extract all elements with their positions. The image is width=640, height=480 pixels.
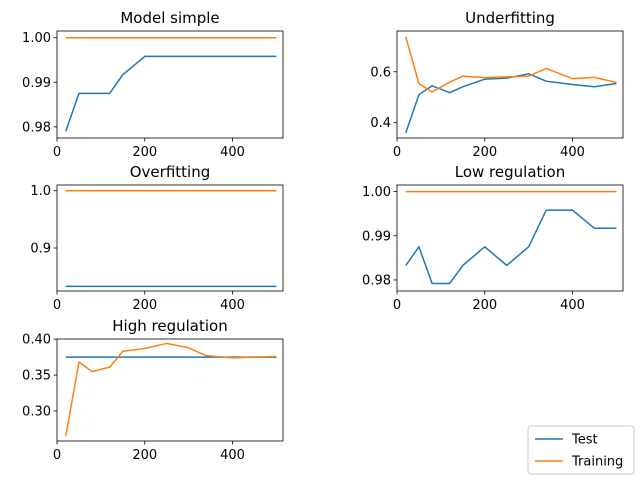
axes-frame-high-regulation xyxy=(56,338,284,442)
x-tick-label: 0 xyxy=(393,298,401,313)
series-line-test-underfitting xyxy=(405,73,617,134)
legend-label-training: Training xyxy=(571,455,623,470)
x-tick-label: 200 xyxy=(472,298,497,313)
y-tick-label: 1.00 xyxy=(362,185,391,200)
x-tick-label: 0 xyxy=(53,448,61,463)
y-tick-label: 0.9 xyxy=(30,242,51,257)
subplot-title-underfitting: Underfitting xyxy=(465,9,555,27)
series-line-training-high-regulation xyxy=(65,342,277,437)
x-tick-label: 400 xyxy=(560,298,585,313)
subplot-high-regulation: High regulation 0 200 400 0.30 0.35 0.40 xyxy=(22,317,284,463)
x-tick-label: 200 xyxy=(132,145,157,160)
y-tick-label: 0.35 xyxy=(22,369,51,384)
x-tick-label: 400 xyxy=(220,298,245,313)
subplot-title-overfitting: Overfitting xyxy=(130,163,211,181)
subplot-overfitting: Overfitting 0 200 400 0.9 1.0 xyxy=(30,163,284,313)
subplot-low-regulation: Low regulation 0 200 400 0.98 0.99 1.00 xyxy=(362,163,624,313)
x-tick-label: 400 xyxy=(220,145,245,160)
x-tick-label: 200 xyxy=(132,298,157,313)
y-tick-label: 0.6 xyxy=(370,65,391,80)
legend-label-test: Test xyxy=(571,433,598,448)
series-line-test-low-regulation xyxy=(405,209,617,285)
legend-frame xyxy=(527,425,635,475)
subplot-underfitting: Underfitting 0 200 400 0.4 0.6 xyxy=(370,9,624,160)
y-tick-label: 0.4 xyxy=(370,116,391,131)
y-tick-label: 1.0 xyxy=(30,184,51,199)
subplot-title-low-regulation: Low regulation xyxy=(455,163,566,181)
x-tick-label: 200 xyxy=(472,145,497,160)
x-tick-label: 200 xyxy=(132,448,157,463)
y-tick-label: 0.98 xyxy=(362,273,391,288)
x-tick-label: 0 xyxy=(393,145,401,160)
y-tick-label: 0.98 xyxy=(22,120,51,135)
subplot-title-high-regulation: High regulation xyxy=(112,317,227,335)
axes-frame-underfitting xyxy=(396,30,624,139)
axes-frame-low-regulation xyxy=(396,184,624,292)
legend: Test Training xyxy=(527,425,635,475)
y-tick-label: 0.99 xyxy=(362,229,391,244)
y-tick-label: 1.00 xyxy=(22,31,51,46)
subplot-title-model-simple: Model simple xyxy=(120,9,219,27)
y-tick-label: 0.99 xyxy=(22,76,51,91)
y-tick-label: 0.30 xyxy=(22,404,51,419)
series-line-training-underfitting xyxy=(405,36,617,93)
series-line-test-model-simple xyxy=(65,55,277,132)
x-tick-label: 0 xyxy=(53,145,61,160)
subplot-model-simple: Model simple 0 200 400 0.98 0.99 1.00 xyxy=(22,9,284,160)
axes-frame-overfitting xyxy=(56,184,284,292)
x-tick-label: 400 xyxy=(220,448,245,463)
y-tick-label: 0.40 xyxy=(22,333,51,348)
axes-frame-model-simple xyxy=(56,30,284,139)
x-tick-label: 400 xyxy=(560,145,585,160)
x-tick-label: 0 xyxy=(53,298,61,313)
